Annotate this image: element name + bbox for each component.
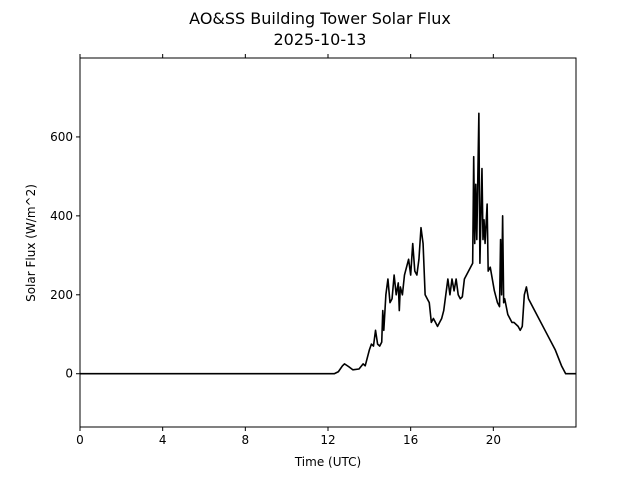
data-line: [80, 112, 576, 375]
y-tick-label: 600: [50, 130, 73, 144]
x-axis-label: Time (UTC): [294, 455, 361, 469]
x-tick-label: 4: [159, 433, 167, 447]
y-tick-label: 0: [65, 367, 73, 381]
plot-frame: [79, 57, 577, 428]
y-tick-label: 200: [50, 288, 73, 302]
x-tick-label: 0: [76, 433, 84, 447]
chart-title: AO&SS Building Tower Solar Flux: [189, 9, 451, 28]
x-tick-label: 8: [242, 433, 250, 447]
x-tick-label: 12: [320, 433, 335, 447]
x-tick-label: 16: [403, 433, 418, 447]
x-tick-label: 20: [486, 433, 501, 447]
chart-subtitle: 2025-10-13: [274, 30, 367, 49]
y-tick-label: 400: [50, 209, 73, 223]
y-axis-label: Solar Flux (W/m^2): [24, 184, 38, 302]
